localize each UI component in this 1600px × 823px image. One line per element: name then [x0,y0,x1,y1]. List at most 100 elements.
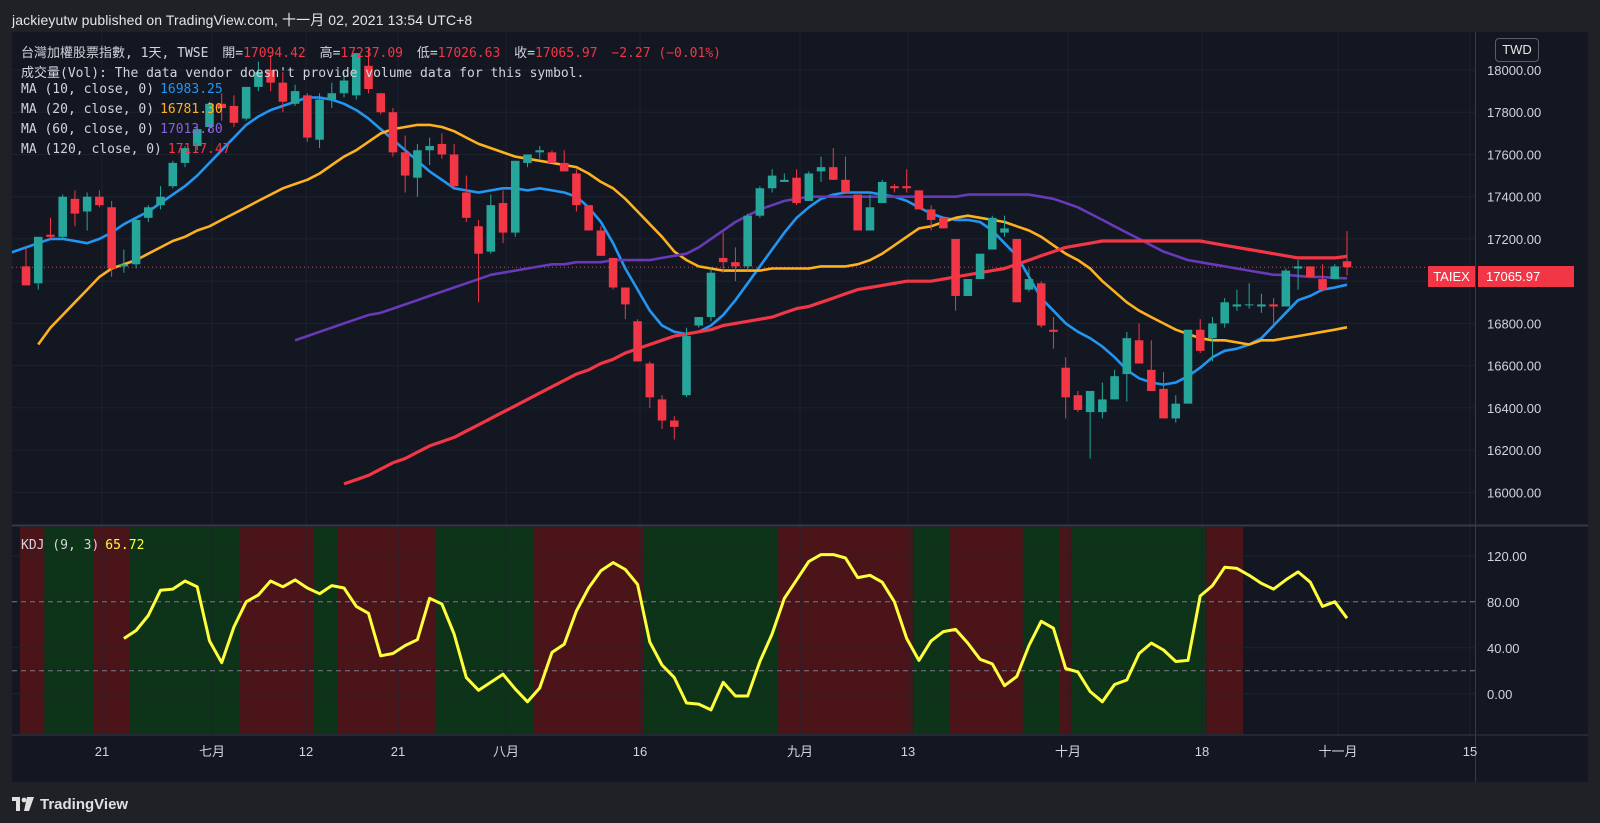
time-tick-label: 十月 [1055,744,1081,759]
candle [633,319,642,362]
symbol-name: 台灣加權股票指數, 1天, TWSE [21,46,209,61]
ma10-legend[interactable]: MA (10, close, 0) 16983.25 [21,82,223,97]
candle-body [510,160,520,233]
candle-body [1330,266,1340,280]
candle-body [425,146,434,151]
candle [988,215,997,250]
candle-body [1269,304,1278,307]
ma20-value: 16781.30 [160,102,223,117]
candle [865,194,875,231]
candle-body [205,103,214,128]
open-value: 17094.42 [243,46,306,61]
candle [58,194,67,239]
candle [1085,390,1095,459]
ma120-legend[interactable]: MA (120, close, 0) 17117.47 [21,142,231,157]
candle-body [1171,403,1181,419]
currency-button[interactable]: TWD [1495,38,1539,62]
candle-body [963,279,973,296]
kdj-legend[interactable]: KDJ (9, 3) 65.72 [21,538,144,553]
candle-body [780,179,789,182]
candle-body [682,336,691,396]
kdj-zone-16 [1206,527,1244,734]
candle [828,148,838,180]
candle [327,82,337,109]
candle [1257,293,1266,313]
kdj-zone-9 [643,527,779,734]
candle-body [33,236,43,284]
kdj-tick-label: 80.00 [1487,595,1520,610]
candle-body [1183,329,1193,404]
candle [731,247,740,282]
volume-legend: 成交量(Vol): The data vendor doesn't provid… [21,66,585,81]
candle [254,61,263,92]
candle-body [1147,369,1156,391]
candle [547,150,557,163]
candle [572,169,581,212]
candle-body [1036,283,1046,326]
candle [975,253,985,280]
price-axis: 16000.00 16200.00 16400.00 16600.00 16800.00… [1487,63,1541,702]
candle [1049,317,1058,349]
candle [657,395,667,429]
candle [804,171,814,201]
ma120-line [343,239,1348,486]
candle [1306,266,1315,277]
ma60-legend[interactable]: MA (60, close, 0) 17013.80 [21,122,223,137]
candle-body [486,205,496,252]
price-tick-label: 17600.00 [1487,147,1541,162]
candle-body [926,209,936,220]
kdj-zone-10 [778,527,913,734]
symbol-legend: 台灣加權股票指數, 1天, TWSE 開=17094.42 高=17237.09… [21,42,721,61]
candle-body [474,226,483,254]
candle-body [633,321,642,362]
candle [1061,357,1070,419]
candle-body [1306,266,1315,277]
candle-body [315,99,324,140]
price-tick-label: 16800.00 [1487,316,1541,331]
candle-body [364,65,373,90]
candle [229,95,239,128]
candle-body [621,287,630,305]
kdj-zones [19,527,1244,734]
candle-body [144,207,153,218]
candle [1036,281,1046,328]
ma20-legend[interactable]: MA (20, close, 0) 16781.30 [21,102,223,117]
candle [1244,283,1254,309]
candle-body [339,80,349,94]
candle-body [841,179,850,193]
kdj-value: 65.72 [105,538,145,553]
candle [1183,329,1193,404]
candle [241,86,251,121]
candle-body [266,70,275,83]
candle-body [988,217,997,250]
candle-body [1342,261,1352,268]
candle-body [1195,329,1205,351]
candle [351,53,361,100]
price-tick-label: 17800.00 [1487,105,1541,120]
candle-body [902,186,911,189]
candle-body [70,198,80,214]
candle [621,287,630,320]
change-value: −2.27 (−0.01%) [611,46,721,61]
chart-svg[interactable]: 16000.00 16200.00 16400.00 16600.00 16800.00… [0,32,1588,782]
candle-body [1232,304,1242,307]
candle [1098,382,1107,419]
kdj-tick-label: 0.00 [1487,687,1512,702]
low-label: 低= [416,46,438,61]
candle-body [327,93,337,100]
candle [119,249,129,273]
candle-body [1000,228,1009,233]
time-tick-label: 16 [633,744,647,759]
candle-body [596,230,606,256]
footer-brand[interactable]: TradingView [12,794,128,814]
candle-body [376,93,385,113]
candle [926,205,936,231]
candle-body [804,173,814,201]
candle [780,173,789,182]
candle-body [828,167,838,180]
kdj-label: KDJ (9, 3) [21,538,100,553]
candle [462,175,471,223]
candle-body [290,91,300,104]
candle [1171,395,1181,423]
candle [192,127,202,151]
